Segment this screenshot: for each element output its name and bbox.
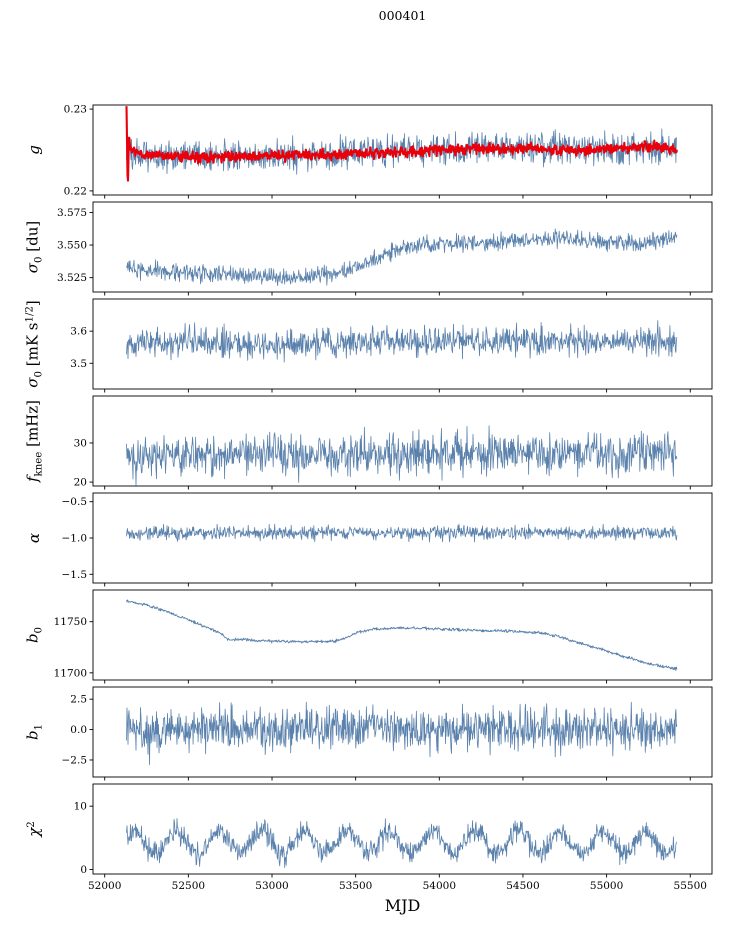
y-axis-label-b0: b0 [23,626,45,644]
series-b1 [126,701,678,766]
x-tick-label: 54000 [423,880,456,892]
series-sigma0-du [126,228,678,287]
y-axis-label-b1: b1 [23,723,45,741]
panel-b0: 11700 11750 [54,589,713,684]
panel-frame-fknee [92,395,713,487]
series-alpha [126,523,678,543]
series-b0 [126,599,678,671]
y-axis-label-g: g [25,145,43,155]
y-tick-label: 30 [74,437,87,449]
y-tick-label: 0.22 [64,185,87,197]
panel-frame-b1 [92,686,713,778]
x-tick-label: 52000 [88,880,121,892]
y-axis-label-alpha: α [25,532,43,544]
series-sigma0-mk [126,320,678,363]
x-axis-label: MJD [384,896,421,915]
panel-alpha: −0.5 −1.0 −1.5 [62,492,713,587]
y-tick-label: 0 [80,864,87,876]
y-axis-label-chi2: χ2 [25,821,43,837]
panel-frame-sigma0-du [92,201,713,293]
y-tick-label: 0.0 [70,724,87,736]
y-tick-label: −0.5 [62,496,88,508]
panel-chi2: 0 10 52000 52500 53000 53500 54000 54500 55000 55… [74,783,713,892]
y-tick-label: −2.5 [62,754,88,766]
panel-g: 0.22 0.23 [64,104,713,199]
series-fknee [126,425,678,486]
y-tick-label: −1.0 [62,533,88,545]
series-chi2 [126,818,678,868]
y-tick-label: 0.23 [64,104,87,116]
y-tick-label: 11750 [54,616,87,628]
y-tick-label: 3.6 [70,326,87,338]
panel-sigma0-mk: 3.5 3.6 [70,298,713,393]
x-tick-label: 53000 [255,880,288,892]
y-tick-label: 3.5 [70,358,87,370]
y-tick-label: 11700 [54,667,87,679]
panel-frame-b0 [92,589,713,681]
series-g-estimate [126,128,678,175]
y-tick-label: 3.525 [57,272,87,284]
y-tick-label: 20 [74,477,87,489]
panel-frame-chi2 [92,783,713,875]
series-g-smoothed [125,106,678,182]
y-axis-label-fknee: fknee [mHz] [23,399,45,483]
x-tick-label: 53500 [339,880,372,892]
y-tick-label: 3.550 [57,240,87,252]
x-tick-label: 54500 [506,880,539,892]
x-tick-label: 52500 [172,880,205,892]
panel-b1: −2.5 0.0 2.5 [62,686,713,781]
x-tick-label: 55500 [674,880,707,892]
y-tick-label: 10 [74,801,87,813]
panel-frame-sigma0-mk [92,298,713,390]
panel-sigma0-du: 3.525 3.550 3.575 [57,201,713,296]
y-tick-label: 3.575 [57,207,87,219]
x-tick-label: 55000 [590,880,623,892]
y-axis-label-sigma0-mk: σ0 [mK s1/2] [23,300,45,388]
y-axis-label-sigma0-du: σ0 [du] [23,220,45,274]
panel-frame-g [92,104,713,196]
figure-title: 000401 [378,8,427,23]
y-tick-label: 2.5 [70,694,87,706]
y-tick-label: −1.5 [62,569,88,581]
